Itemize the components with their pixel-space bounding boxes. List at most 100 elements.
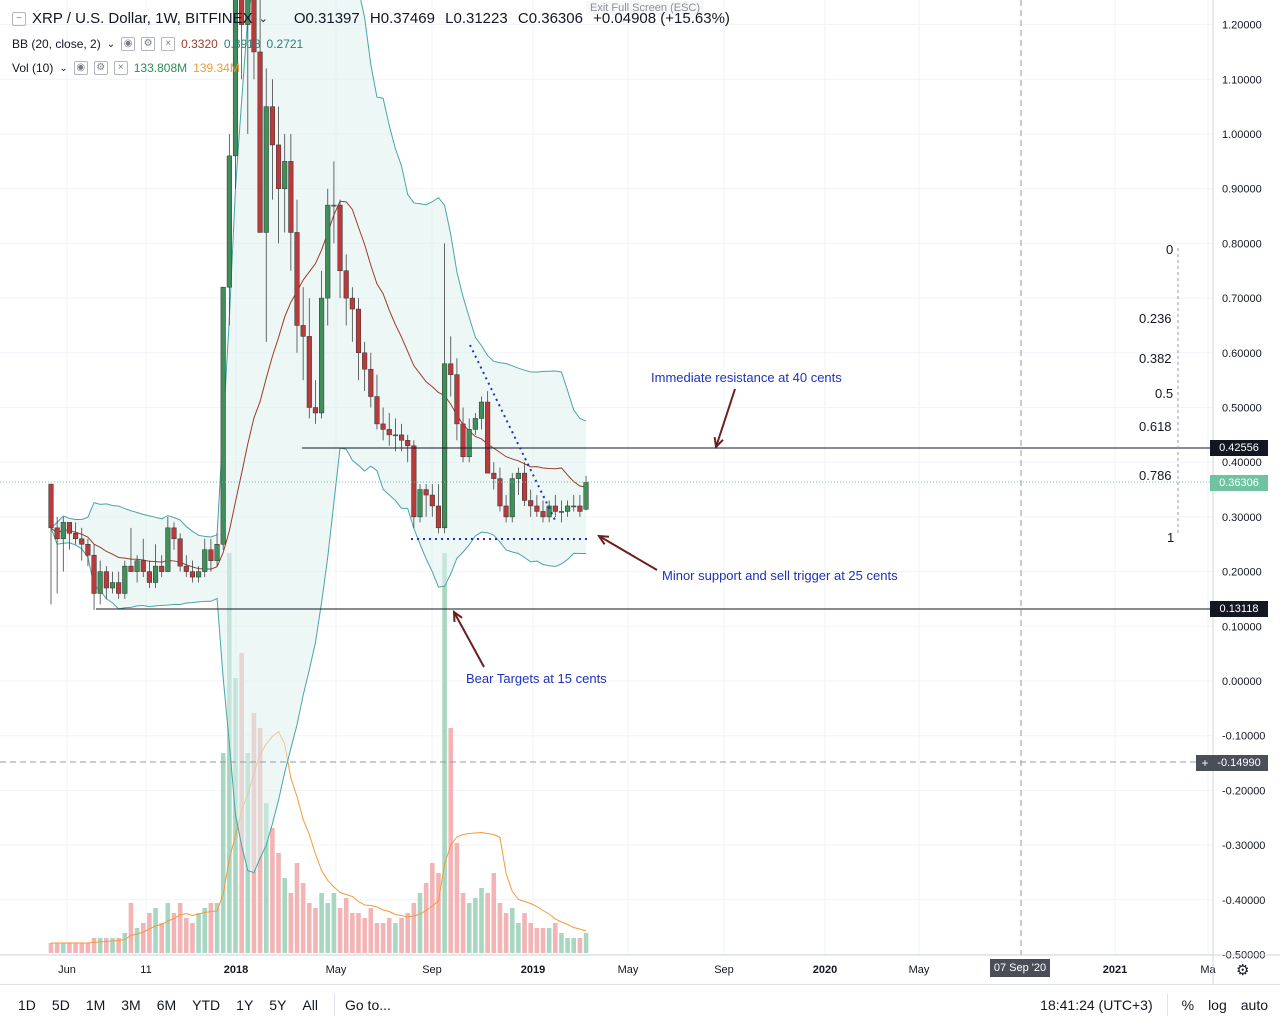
range-3m[interactable]: 3M <box>121 997 141 1013</box>
close-icon[interactable]: × <box>161 37 176 51</box>
settings-gear-icon[interactable]: ⚙ <box>1236 962 1250 979</box>
candle-body <box>435 505 441 529</box>
volume-bar <box>263 803 269 953</box>
range-1d[interactable]: 1D <box>18 997 36 1013</box>
volume-bar <box>534 928 540 953</box>
settings-icon[interactable]: ⚙ <box>93 61 108 75</box>
price-tick-label: 0.20000 <box>1222 567 1262 579</box>
range-all[interactable]: All <box>302 997 318 1013</box>
symbol-title[interactable]: XRP / U.S. Dollar, 1W, BITFINEX <box>32 10 253 27</box>
price-tick-label: 0.80000 <box>1222 238 1262 250</box>
support-arrow <box>598 535 658 571</box>
volume-bar <box>202 908 208 953</box>
volume-bar <box>374 923 380 953</box>
range-ytd[interactable]: YTD <box>192 997 221 1013</box>
divider <box>1166 994 1168 1016</box>
volume-bar <box>565 938 570 953</box>
bear-arrow-head <box>452 609 463 623</box>
volume-bar <box>134 928 140 953</box>
volume-bar <box>559 933 564 953</box>
bollinger-band-fill <box>51 0 587 873</box>
price-tick-label: 1.00000 <box>1222 129 1262 141</box>
eye-icon[interactable]: ◉ <box>73 61 88 75</box>
bb-upper-value: 0.3918 <box>223 37 261 51</box>
volume-bar <box>405 913 410 953</box>
candle-body <box>515 472 521 479</box>
vol-ma-value: 139.34M <box>193 61 240 75</box>
candle-body <box>220 286 226 545</box>
range-1y[interactable]: 1Y <box>236 997 254 1013</box>
support-annotation: Minor support and sell trigger at 25 cen… <box>662 568 898 583</box>
volume-bar <box>116 938 121 953</box>
range-5y[interactable]: 5Y <box>269 997 287 1013</box>
price-tick-label: 0.10000 <box>1222 621 1262 633</box>
candle-body <box>343 270 349 299</box>
eye-icon[interactable]: ◉ <box>121 37 136 51</box>
volume-bar <box>528 923 533 953</box>
price-tick-label: 1.10000 <box>1222 74 1262 86</box>
clock-time[interactable]: 18:41:24 (UTC+3) <box>1040 997 1153 1013</box>
range-5d[interactable]: 5D <box>51 997 70 1013</box>
candle-body <box>405 440 411 447</box>
volume-bar <box>430 863 435 953</box>
volume-bar <box>350 913 355 953</box>
candle-body <box>232 0 239 157</box>
auto-toggle[interactable]: auto <box>1240 997 1268 1013</box>
candle-body <box>109 582 116 589</box>
exit-fullscreen-button[interactable]: Exit Full Screen (ESC) <box>586 1 705 15</box>
candle-body <box>196 571 202 578</box>
volume-bar <box>522 913 527 953</box>
volume-bar <box>140 923 146 953</box>
bollinger-basis-line <box>50 200 587 570</box>
vol-indicator-label[interactable]: Vol (10) <box>12 61 54 75</box>
bb-indicator-label[interactable]: BB (20, close, 2) <box>12 37 101 51</box>
candle-body <box>159 565 165 572</box>
close-icon[interactable]: × <box>113 61 128 75</box>
volume-bar <box>220 753 226 953</box>
price-tick-label: -0.20000 <box>1222 785 1265 797</box>
candle-body <box>411 445 417 518</box>
add-alert-icon[interactable]: + <box>1196 755 1214 771</box>
candle-body <box>478 401 485 419</box>
range-6m[interactable]: 6M <box>156 997 177 1013</box>
volume-bar <box>73 943 78 953</box>
time-tick-label: May <box>326 964 347 976</box>
time-tick-label: 2020 <box>813 964 837 976</box>
chevron-down-icon[interactable]: ⌄ <box>106 38 116 50</box>
resistance-arrow <box>715 388 736 448</box>
candle-body <box>466 429 472 457</box>
chevron-down-icon[interactable]: ⌄ <box>258 13 268 25</box>
time-tick-label: Sep <box>714 964 734 976</box>
bear-target-annotation: Bear Targets at 15 cents <box>466 671 607 686</box>
volume-bar <box>503 913 509 953</box>
candle-body <box>189 571 195 578</box>
volume-bar <box>147 913 152 953</box>
candle-body <box>97 571 103 594</box>
chevron-down-icon[interactable]: ⌄ <box>59 62 68 74</box>
fib-level-05: 0.5 <box>1155 386 1174 401</box>
volume-bar <box>91 938 97 953</box>
volume-ma-line <box>51 730 587 944</box>
volume-bar <box>171 913 177 953</box>
percent-toggle[interactable]: % <box>1181 997 1195 1013</box>
candle-body <box>257 51 263 233</box>
volume-bar <box>54 943 60 953</box>
collapse-icon[interactable]: − <box>12 11 26 26</box>
log-toggle[interactable]: log <box>1208 997 1227 1013</box>
candle-body <box>374 396 380 425</box>
candle-body <box>269 106 275 146</box>
candle-body <box>528 500 534 507</box>
candle-body <box>355 308 362 354</box>
price-tick-label: 0.70000 <box>1222 293 1262 305</box>
volume-bar <box>97 938 103 953</box>
range-1m[interactable]: 1M <box>85 997 106 1013</box>
ohlc-open: O0.31397 <box>293 10 360 27</box>
volume-bar <box>331 893 337 953</box>
candle-body <box>54 527 60 540</box>
resistance-price-label: 0.42556 <box>1210 440 1268 456</box>
candle-body <box>183 565 189 572</box>
goto-button[interactable]: Go to... <box>344 997 391 1013</box>
settings-icon[interactable]: ⚙ <box>141 37 156 51</box>
price-tick-label: 0.90000 <box>1222 184 1262 196</box>
